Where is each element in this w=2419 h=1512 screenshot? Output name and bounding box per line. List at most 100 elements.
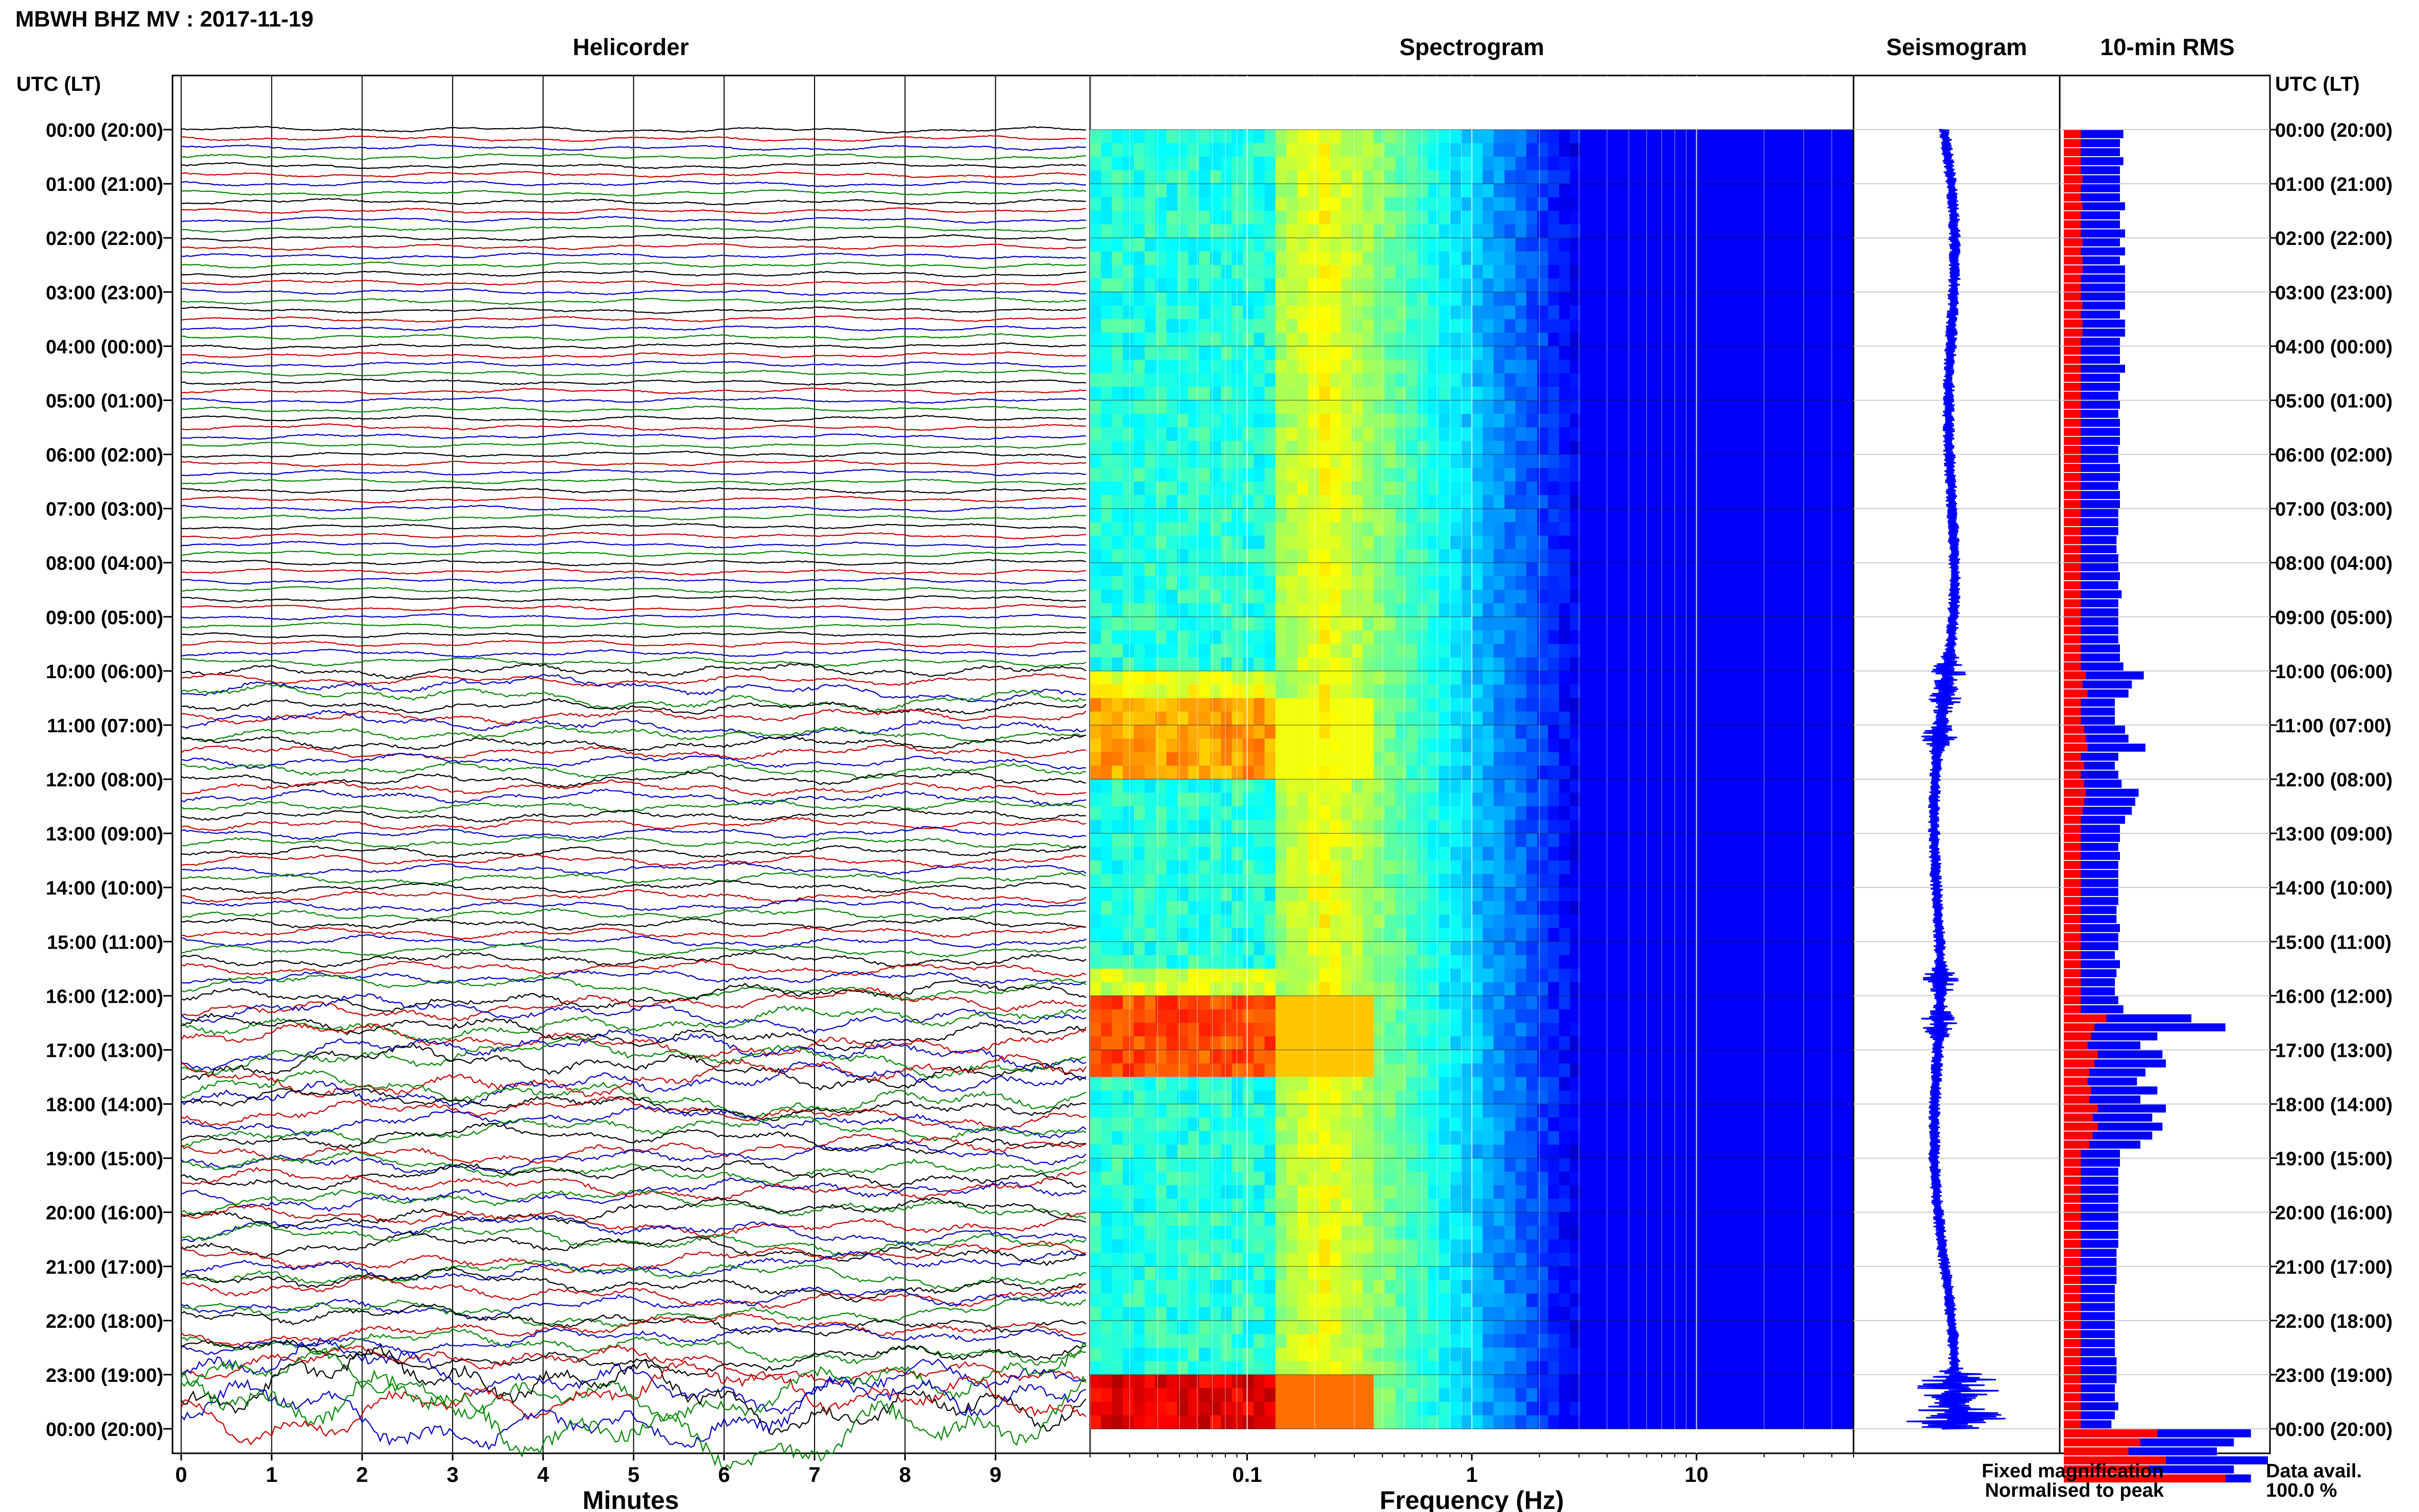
spectrogram-cell (1799, 792, 1811, 807)
spectrogram-cell (1624, 765, 1636, 780)
spectrogram-cell (1646, 738, 1658, 753)
spectrogram-cell (1515, 468, 1527, 482)
spectrogram-cell (1330, 792, 1342, 807)
helicorder-trace (181, 657, 1087, 667)
spectrogram-cell (1428, 603, 1440, 617)
spectrogram-cell (1286, 427, 1298, 441)
spectrogram-cell (1231, 224, 1243, 238)
spectrogram-cell (1766, 752, 1778, 766)
spectrogram-cell (1428, 481, 1440, 495)
spectrogram-cell (1428, 671, 1440, 685)
spectrogram-cell (1602, 332, 1614, 346)
helicorder-trace (181, 673, 1087, 704)
spectrogram-cell (1559, 671, 1570, 685)
spectrogram-cell (1526, 684, 1538, 699)
spectrogram-cell (1799, 535, 1811, 550)
spectrogram-cell (1744, 400, 1756, 414)
spectrogram-cell (1461, 130, 1472, 144)
spectrogram-cell (1472, 820, 1483, 834)
spectrogram-cell (1428, 576, 1440, 590)
spectrogram-cell (1483, 928, 1494, 942)
spectrogram-cell (1832, 806, 1843, 821)
spectrogram-cell (1123, 982, 1134, 996)
spectrogram-cell (1668, 224, 1680, 238)
spectrogram-cell (1483, 914, 1494, 929)
spectrogram-cell (1712, 684, 1723, 699)
spectrogram-cell (1264, 211, 1276, 225)
spectrogram-cell (1515, 535, 1527, 550)
spectrogram-cell (1330, 643, 1342, 658)
spectrogram-cell (1177, 265, 1189, 279)
spectrogram-cell (1820, 292, 1832, 306)
spectrogram-cell (1395, 1009, 1407, 1023)
spectrogram-cell (1504, 481, 1516, 495)
spectrogram-cell (1722, 305, 1734, 319)
spectrogram-cell (1548, 725, 1560, 739)
spectrogram-cell (1624, 373, 1636, 387)
spectrogram-cell (1581, 346, 1592, 360)
spectrogram-cell (1112, 576, 1123, 590)
spectrogram-cell (1199, 211, 1211, 225)
spectrogram-cell (1646, 982, 1658, 996)
spectrogram-cell (1243, 386, 1254, 401)
spectrogram-cell (1744, 427, 1756, 441)
spectrogram-cell (1177, 157, 1189, 171)
spectrogram-cell (1231, 657, 1243, 672)
spectrogram-cell (1602, 1009, 1614, 1023)
spectrogram-cell (1395, 441, 1407, 455)
spectrogram-cell (1842, 441, 1854, 455)
spectrogram-cell (1341, 305, 1352, 319)
spectrogram-cell (1406, 346, 1418, 360)
spectrogram-cell (1712, 725, 1723, 739)
spectrogram-cell (1493, 508, 1505, 523)
spectrogram-cell (1090, 765, 1101, 780)
spectrogram-cell (1450, 711, 1462, 726)
spectrogram-cell (1210, 400, 1222, 414)
spectrogram-cell (1090, 738, 1101, 753)
spectrogram-cell (1810, 698, 1821, 712)
spectrogram-cell (1319, 847, 1330, 861)
spectrogram-cell (1592, 197, 1603, 211)
spectrogram-cell (1820, 441, 1832, 455)
spectrogram-cell (1820, 481, 1832, 495)
spectrogram-cell (1123, 914, 1134, 929)
spectrogram-cell (1548, 251, 1560, 265)
spectrogram-cell (1221, 847, 1232, 861)
spectrogram-cell (1799, 495, 1811, 509)
spectrogram-cell (1417, 359, 1429, 374)
spectrogram-cell (1101, 238, 1113, 252)
spectrogram-cell (1090, 468, 1101, 482)
spectrogram-cell (1297, 616, 1309, 631)
spectrogram-cell (1275, 698, 1287, 712)
spectrogram-cell (1264, 982, 1276, 996)
spectrogram-cell (1221, 684, 1232, 699)
spectrogram-cell (1733, 386, 1745, 401)
spectrogram-cell (1842, 386, 1854, 401)
helicorder-trace (181, 899, 1087, 912)
spectrogram-cell (1363, 373, 1374, 387)
spectrogram-cell (1101, 170, 1113, 184)
spectrogram-cell (1090, 576, 1101, 590)
spectrogram-cell (1286, 265, 1298, 279)
spectrogram-cell (1351, 874, 1363, 888)
spectrogram-cell (1210, 441, 1222, 455)
spectrogram-cell (1559, 657, 1570, 672)
spectrogram-cell (1581, 481, 1592, 495)
spectrogram-cell (1613, 130, 1625, 144)
spectrogram-cell (1439, 643, 1450, 658)
spectrogram-cell (1253, 238, 1265, 252)
spectrogram-cell (1733, 860, 1745, 875)
spectrogram-cell (1515, 143, 1527, 157)
spectrogram-cell (1777, 969, 1789, 983)
spectrogram-cell (1472, 454, 1483, 468)
spectrogram-cell (1592, 468, 1603, 482)
spectrogram-cell (1177, 549, 1189, 563)
minute-tick-label: 8 (899, 1463, 911, 1486)
spectrogram-cell (1570, 603, 1582, 617)
spectrogram-cell (1275, 292, 1287, 306)
spectrogram-cell (1526, 616, 1538, 631)
spectrogram-cell (1166, 941, 1178, 956)
spectrogram-cell (1700, 454, 1712, 468)
spectrogram-cell (1406, 170, 1418, 184)
spectrogram-cell (1286, 332, 1298, 346)
